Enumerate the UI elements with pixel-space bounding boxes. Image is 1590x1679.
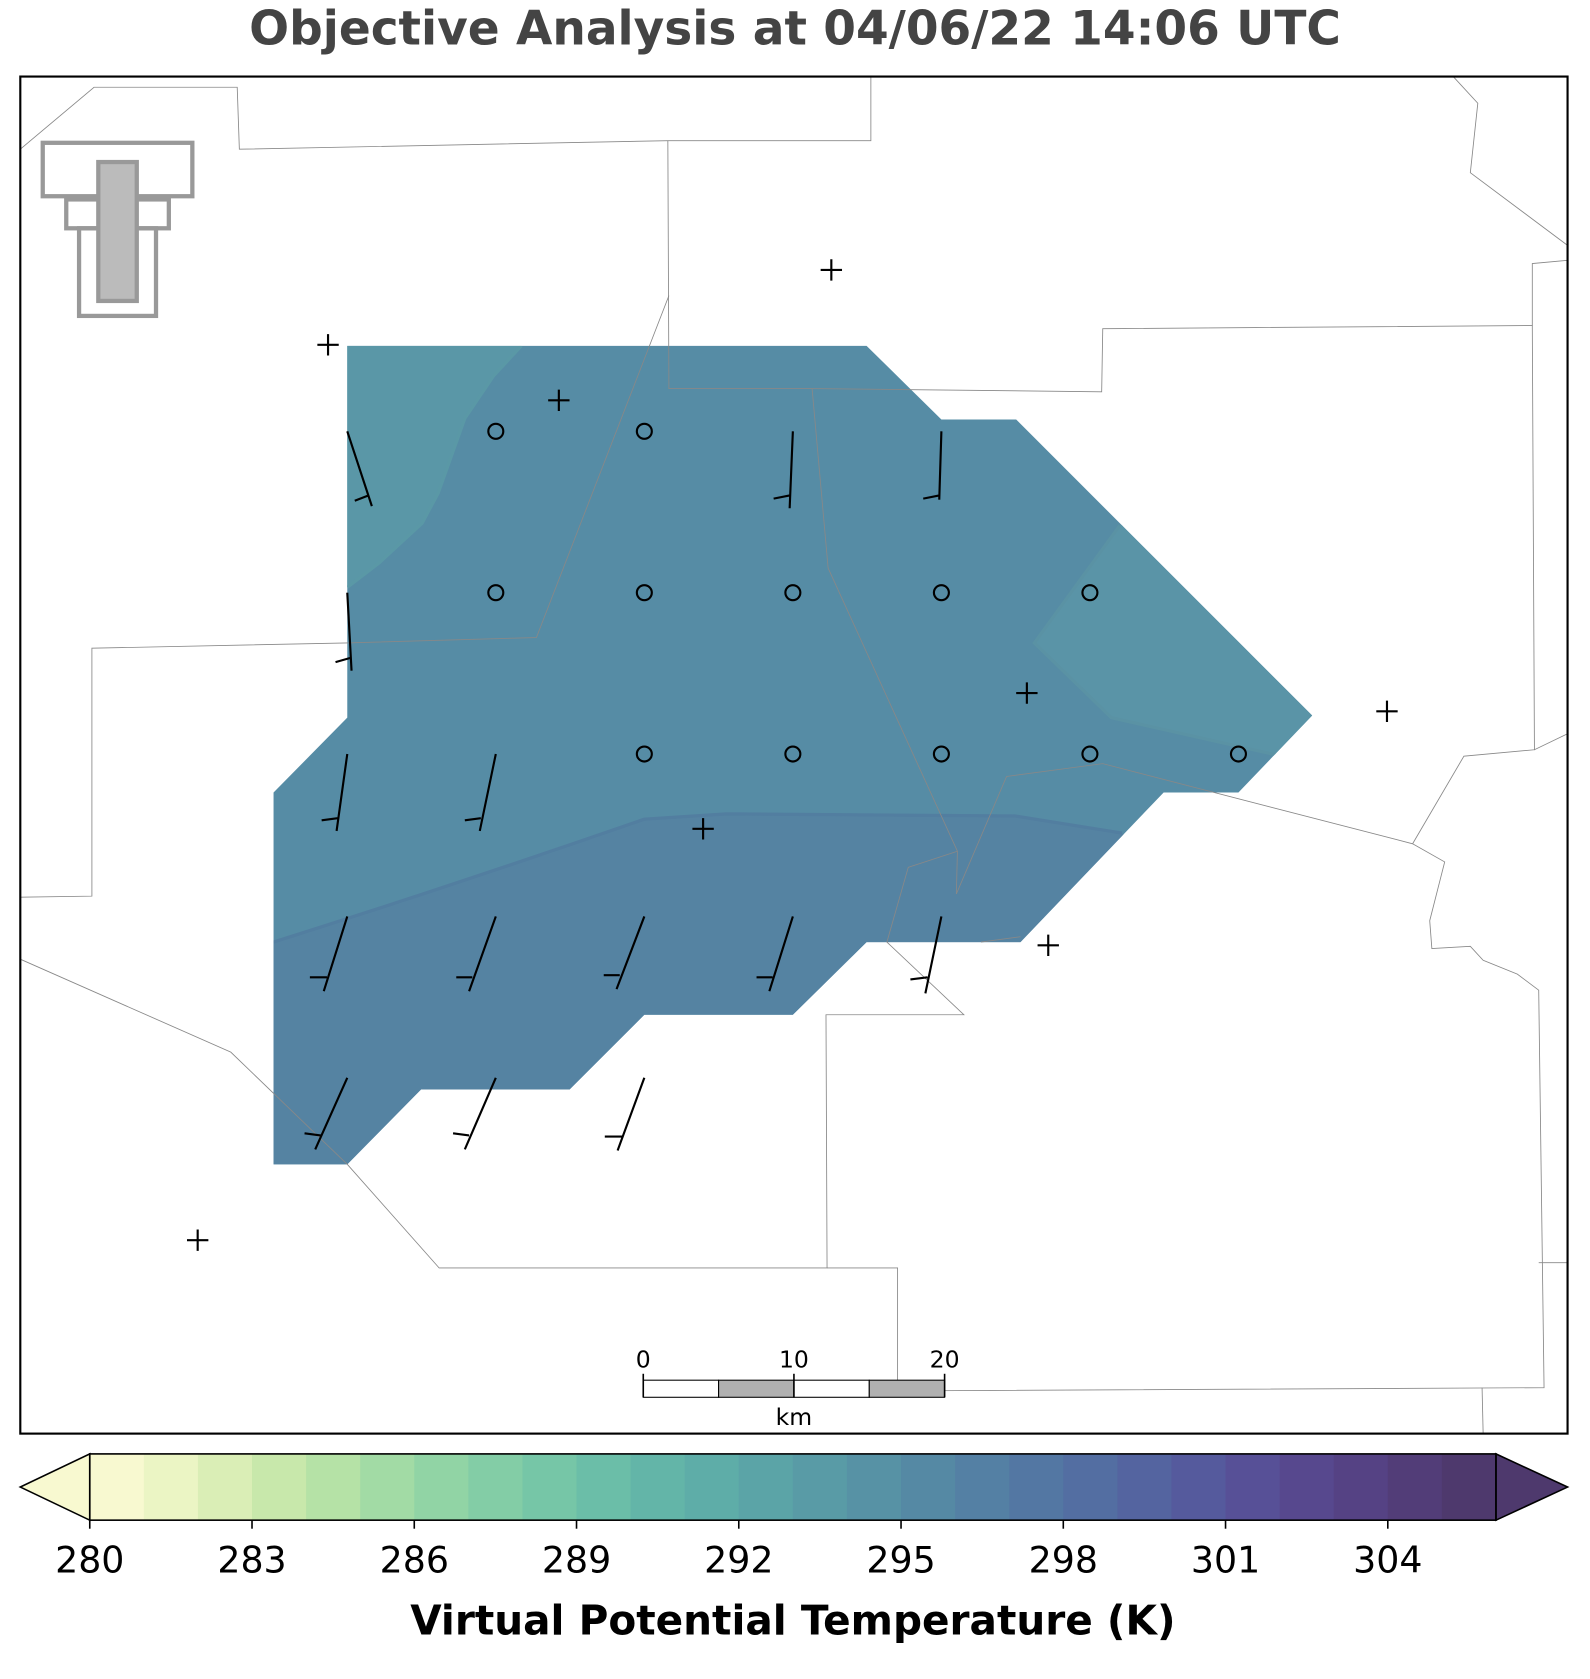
scale-bar-label: 20 — [930, 1345, 960, 1373]
colorbar-extend-low — [18, 1452, 91, 1522]
scale-bar-segment — [868, 1379, 946, 1398]
scale-bar-segment — [793, 1379, 870, 1398]
colorbar-tick-label: 289 — [542, 1539, 611, 1582]
colorbar-bin — [792, 1453, 848, 1521]
colorbar-bin — [630, 1453, 686, 1521]
colorbar-bin — [1009, 1453, 1064, 1521]
colorbar-tick-label: 280 — [55, 1539, 124, 1582]
colorbar-bin — [576, 1453, 632, 1521]
colorbar-tick-label: 304 — [1353, 1539, 1422, 1582]
colorbar-bin — [306, 1453, 361, 1521]
scale-bar-unit: km — [776, 1403, 813, 1431]
colorbar-label: Virtual Potential Temperature (K) — [410, 1597, 1175, 1645]
colorbar-tick-label: 301 — [1191, 1539, 1260, 1582]
colorbar-bin — [1117, 1453, 1172, 1521]
colorbar-bin — [955, 1453, 1010, 1521]
scale-bar-label: 10 — [779, 1345, 809, 1373]
map-frame — [19, 75, 1569, 1435]
colorbar-tick-label: 292 — [704, 1539, 773, 1582]
colorbar-bin — [1333, 1453, 1389, 1521]
colorbar-bin — [1279, 1453, 1335, 1521]
colorbar: 280 283 286 289 292 295 298 301 304 — [18, 1452, 1570, 1582]
colorbar-bin — [252, 1453, 307, 1521]
title: Objective Analysis at 04/06/22 14:06 UTC — [249, 2, 1341, 57]
colorbar-outline — [88, 1453, 1497, 1521]
colorbar-bin — [1441, 1453, 1497, 1521]
colorbar-bin — [89, 1453, 145, 1521]
colorbar-bin — [846, 1453, 902, 1521]
colorbar-extend-high — [1495, 1452, 1570, 1522]
stations — [186, 259, 1398, 1251]
scale-bar: 0 10 20 km — [636, 1345, 960, 1431]
colorbar-bin — [901, 1453, 956, 1521]
colorbar-tick-label: 295 — [866, 1539, 935, 1582]
colorbar-bin — [738, 1453, 794, 1521]
colorbar-bin — [143, 1453, 199, 1521]
colorbar-bin — [522, 1453, 578, 1521]
colorbar-bin — [414, 1453, 469, 1521]
colorbar-bin — [1225, 1453, 1281, 1521]
logo — [40, 140, 195, 319]
colorbar-tick-label: 286 — [380, 1539, 449, 1582]
colorbar-tick-label: 283 — [217, 1539, 286, 1582]
county-lines — [20, 76, 1568, 1434]
scale-bar-label: 0 — [636, 1345, 651, 1373]
colorbar-bin — [360, 1453, 415, 1521]
analysis-field — [273, 345, 1313, 1165]
scale-bar-segment — [718, 1379, 795, 1398]
colorbar-bin — [684, 1453, 740, 1521]
colorbar-bin — [1063, 1453, 1118, 1521]
colorbar-bin — [1387, 1453, 1443, 1521]
colorbar-tick-label: 298 — [1029, 1539, 1098, 1582]
wind-barbs — [304, 430, 943, 1151]
colorbar-bin — [197, 1453, 253, 1521]
colorbar-bin — [468, 1453, 523, 1521]
scale-bar-segment — [642, 1379, 720, 1398]
colorbar-bin — [1171, 1453, 1227, 1521]
